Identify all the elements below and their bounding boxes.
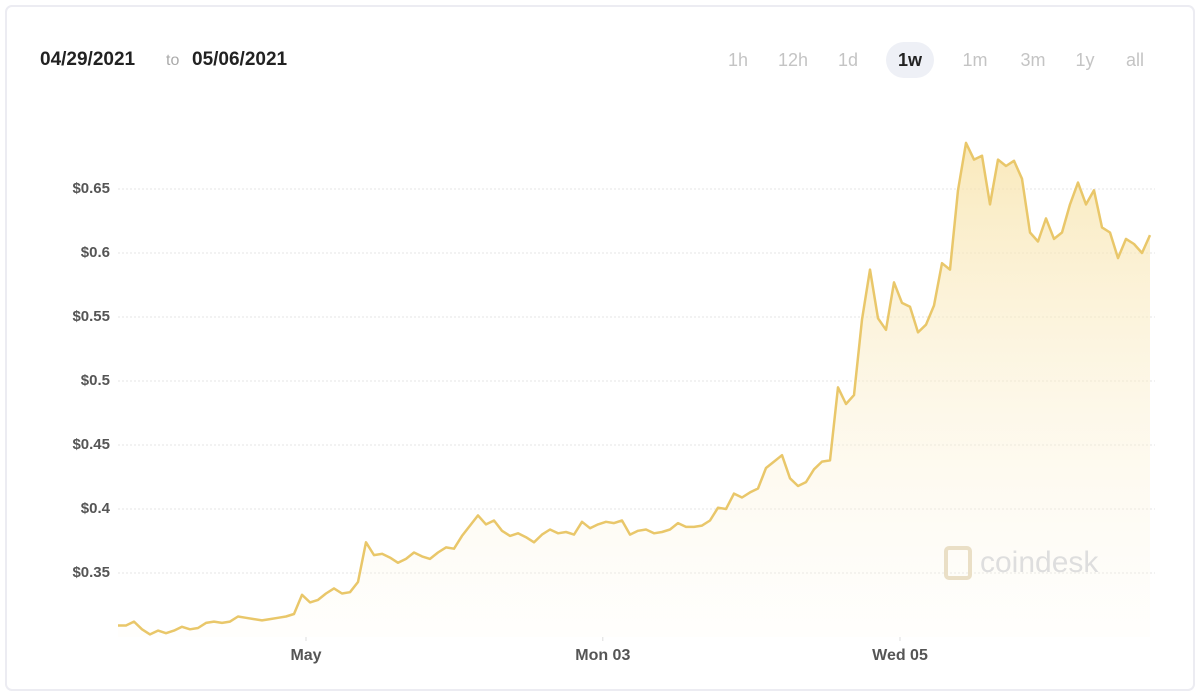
- range-button[interactable]: 1d: [838, 50, 858, 70]
- date-from: 04/29/2021: [40, 49, 136, 70]
- y-tick-label: $0.35: [72, 564, 110, 581]
- watermark: coindesk: [944, 546, 1099, 580]
- x-tick-label: Mon 03: [575, 647, 630, 664]
- x-tick-label: Wed 05: [872, 647, 928, 664]
- y-tick-label: $0.4: [81, 500, 111, 517]
- y-tick-label: $0.45: [72, 436, 110, 453]
- watermark-text: coindesk: [980, 546, 1099, 579]
- y-tick-label: $0.55: [72, 308, 110, 325]
- y-tick-label: $0.65: [72, 180, 110, 197]
- y-tick-label: $0.6: [81, 244, 110, 261]
- area: [118, 142, 1150, 637]
- price-line: [118, 141, 1152, 636]
- range-button[interactable]: 1h: [728, 50, 748, 70]
- x-tick-label: May: [290, 647, 321, 664]
- range-button[interactable]: 1m: [962, 50, 987, 70]
- range-button[interactable]: 3m: [1020, 50, 1045, 70]
- range-button[interactable]: 1y: [1075, 50, 1094, 70]
- range-button[interactable]: 1w: [898, 50, 923, 70]
- range-button[interactable]: all: [1126, 50, 1144, 70]
- date-to: 05/06/2021: [192, 49, 288, 70]
- date-connector: to: [166, 52, 179, 69]
- range-button-selected[interactable]: [886, 42, 934, 78]
- range-button[interactable]: 12h: [778, 50, 808, 70]
- y-tick-label: $0.5: [81, 372, 110, 389]
